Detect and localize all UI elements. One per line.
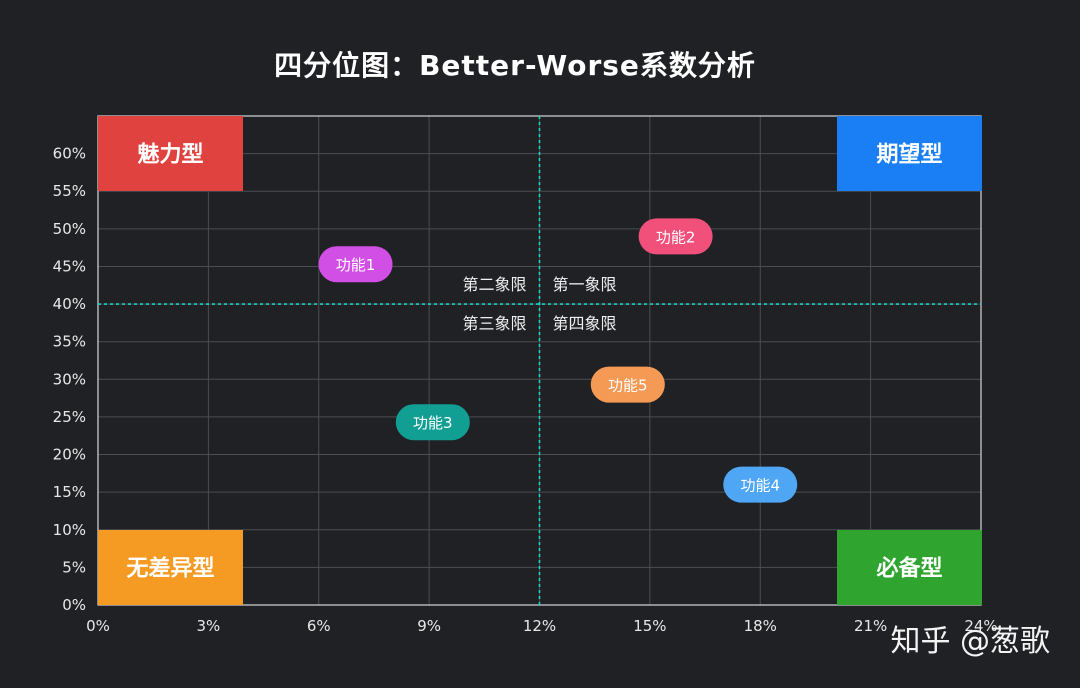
data-point bbox=[590, 366, 665, 403]
x-tick-label: 9% bbox=[417, 617, 441, 635]
y-tick-label: 60% bbox=[53, 145, 86, 163]
x-tick-label: 3% bbox=[196, 617, 220, 635]
y-tick-label: 35% bbox=[53, 333, 86, 351]
x-tick-label: 0% bbox=[86, 617, 110, 635]
corner-label: 无差异型 bbox=[126, 556, 214, 582]
x-tick-label: 24% bbox=[964, 617, 997, 635]
y-tick-label: 10% bbox=[53, 521, 86, 539]
y-tick-label: 20% bbox=[53, 446, 86, 464]
x-tick-label: 18% bbox=[744, 617, 777, 635]
y-tick-label: 55% bbox=[53, 182, 86, 200]
quadrant-label-2: 第二象限 bbox=[462, 275, 526, 294]
quadrant-label-4: 第四象限 bbox=[553, 314, 617, 333]
quadrant-label-1: 第一象限 bbox=[553, 275, 617, 294]
quadrant-label-3: 第三象限 bbox=[462, 314, 526, 333]
data-point bbox=[395, 404, 470, 441]
y-tick-label: 40% bbox=[53, 295, 86, 313]
corner-box bbox=[837, 530, 982, 605]
data-point-label: 功能2 bbox=[656, 228, 696, 246]
y-tick-label: 0% bbox=[62, 596, 86, 614]
watermark: 知乎 @葱歌 bbox=[890, 624, 1050, 659]
data-point-label: 功能1 bbox=[336, 256, 376, 274]
corner-label: 魅力型 bbox=[137, 142, 203, 168]
corner-box bbox=[98, 530, 243, 605]
y-tick-label: 30% bbox=[53, 370, 86, 388]
y-tick-label: 15% bbox=[53, 483, 86, 501]
data-point-label: 功能4 bbox=[740, 477, 780, 495]
corner-box bbox=[98, 116, 243, 191]
y-tick-label: 50% bbox=[53, 220, 86, 238]
data-point bbox=[318, 246, 393, 283]
data-point bbox=[723, 466, 798, 503]
x-tick-label: 21% bbox=[854, 617, 887, 635]
x-tick-label: 6% bbox=[307, 617, 331, 635]
corner-box bbox=[837, 116, 982, 191]
data-point-label: 功能3 bbox=[413, 414, 453, 432]
chart-title: 四分位图：Better-Worse系数分析 bbox=[274, 49, 756, 82]
corner-label: 期望型 bbox=[876, 143, 942, 168]
x-tick-label: 12% bbox=[523, 617, 556, 635]
data-point bbox=[638, 218, 713, 255]
x-tick-label: 15% bbox=[633, 617, 666, 635]
y-tick-label: 25% bbox=[53, 408, 86, 426]
data-point-label: 功能5 bbox=[608, 377, 648, 395]
y-tick-label: 45% bbox=[53, 257, 86, 275]
corner-label: 必备型 bbox=[876, 556, 942, 582]
y-tick-label: 5% bbox=[62, 558, 86, 576]
